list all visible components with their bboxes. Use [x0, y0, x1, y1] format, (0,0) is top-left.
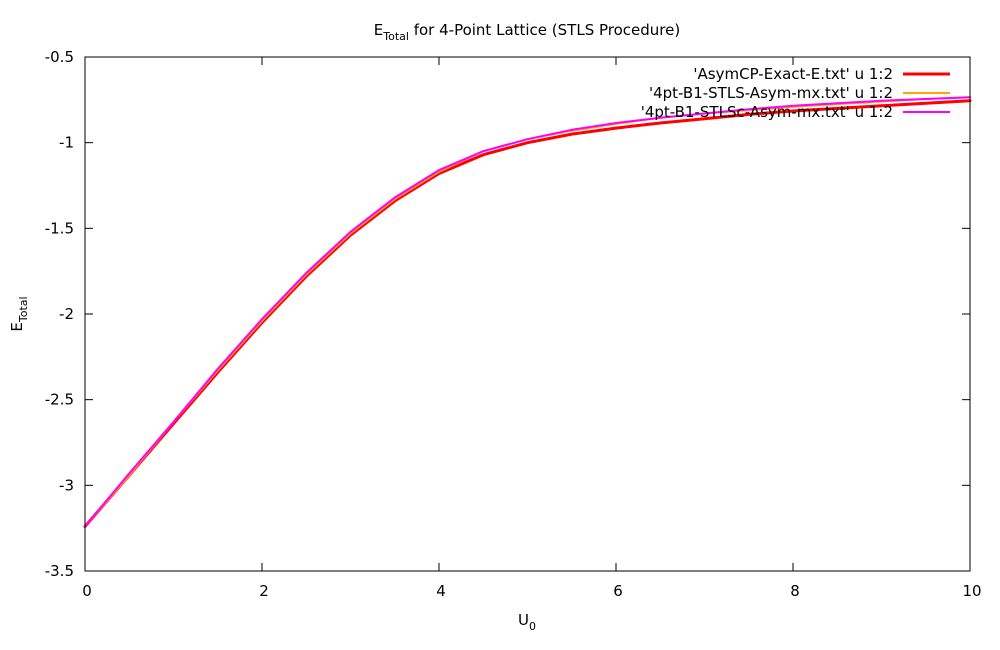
chart-title-sub: Total: [382, 30, 409, 43]
chart-title-main: E: [374, 21, 383, 39]
y-tick-label: -2.5: [45, 391, 74, 409]
chart-title-rest: for 4-Point Lattice (STLS Procedure): [409, 21, 680, 39]
series-line-2: [84, 96, 971, 528]
plot-frame: [84, 56, 971, 572]
legend: 'AsymCP-Exact-E.txt' u 1:2'4pt-B1-STLS-A…: [641, 65, 950, 121]
x-tick-label: 8: [790, 582, 800, 600]
y-tick-label: -3: [59, 476, 74, 494]
y-axis-label: ETotal: [8, 296, 30, 331]
y-tick-label: -2: [59, 305, 74, 323]
x-axis-label-sub: 0: [529, 620, 536, 633]
chart-title: ETotal for 4-Point Lattice (STLS Procedu…: [374, 21, 680, 43]
x-axis-label: U0: [518, 611, 536, 633]
series-layer: [83, 96, 972, 528]
x-tick-label: 4: [436, 582, 446, 600]
y-tick-label: -0.5: [45, 48, 74, 66]
y-tick-label: -3.5: [45, 562, 74, 580]
y-axis-label-sub: Total: [17, 296, 30, 323]
y-tick-label: -1: [59, 134, 74, 152]
legend-label-2: '4pt-B1-STLS-Asym-mx.txt' u 1:2: [649, 84, 893, 102]
axis-ticks: 0 2 4 6 8 10 -3.5 -3 -2.5 -2 -1.5 -1 -0.5: [45, 48, 982, 600]
x-tick-label: 6: [613, 582, 623, 600]
series-line-1: [83, 99, 972, 528]
legend-label-3: '4pt-B1-STLSc-Asym-mx.txt' u 1:2: [641, 103, 893, 121]
x-axis-label-main: U: [518, 611, 529, 629]
series-line-3: [84, 96, 971, 528]
x-tick-label: 0: [82, 582, 92, 600]
legend-label-1: 'AsymCP-Exact-E.txt' u 1:2: [693, 65, 893, 83]
x-tick-label: 2: [259, 582, 269, 600]
y-tick-label: -1.5: [45, 219, 74, 237]
y-axis-label-main: E: [8, 322, 26, 331]
x-tick-label: 10: [962, 582, 981, 600]
